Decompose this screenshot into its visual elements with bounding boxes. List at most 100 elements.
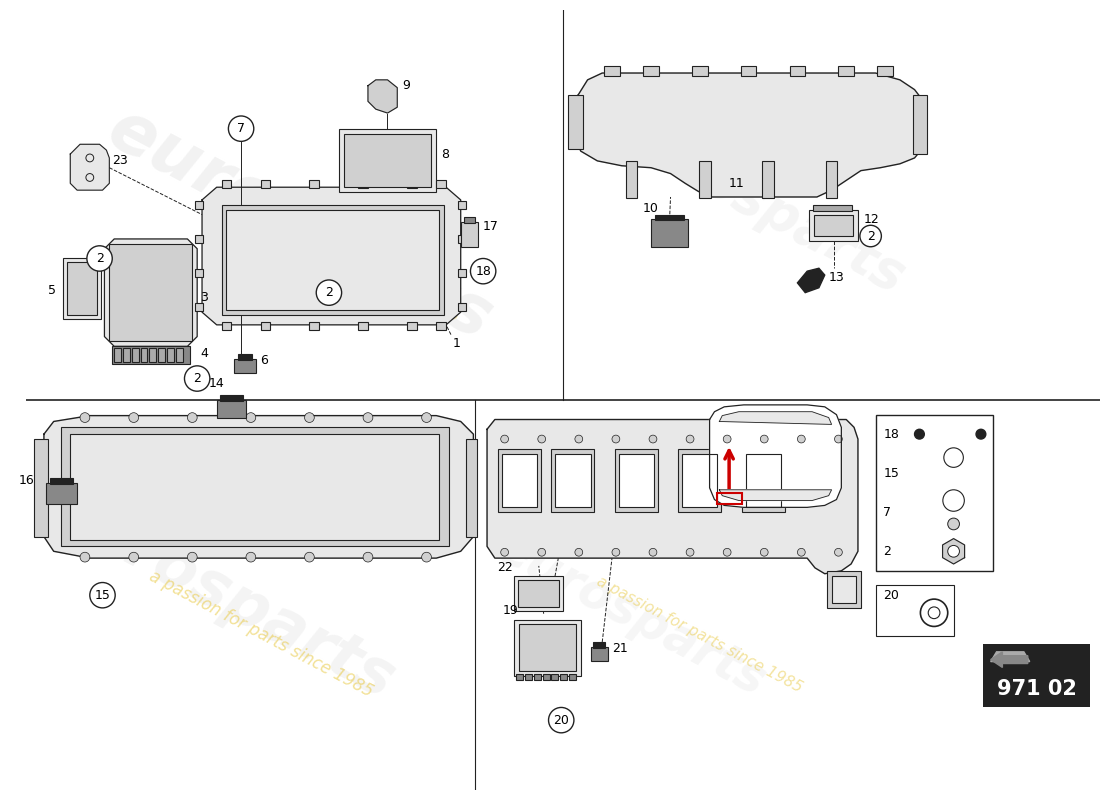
Bar bbox=[502, 454, 537, 507]
Polygon shape bbox=[710, 405, 842, 507]
Text: 2: 2 bbox=[883, 545, 891, 558]
Circle shape bbox=[686, 548, 694, 556]
Bar bbox=[560, 674, 568, 680]
Bar bbox=[832, 576, 856, 603]
Bar bbox=[339, 129, 437, 192]
Bar bbox=[682, 454, 717, 507]
Circle shape bbox=[363, 413, 373, 422]
Text: 3: 3 bbox=[200, 291, 208, 304]
Bar bbox=[221, 180, 231, 188]
Bar bbox=[220, 395, 243, 401]
Text: 18: 18 bbox=[883, 428, 899, 441]
Bar bbox=[407, 180, 417, 188]
Bar bbox=[525, 674, 532, 680]
Polygon shape bbox=[368, 80, 397, 113]
Circle shape bbox=[187, 552, 197, 562]
Bar bbox=[593, 642, 605, 648]
Bar bbox=[838, 66, 854, 76]
Text: 8: 8 bbox=[441, 147, 449, 161]
Text: 1: 1 bbox=[453, 337, 461, 350]
Bar bbox=[132, 348, 139, 362]
Bar bbox=[651, 219, 689, 246]
Text: 21: 21 bbox=[612, 642, 628, 655]
Text: 6: 6 bbox=[261, 354, 268, 367]
Bar bbox=[827, 571, 861, 608]
Text: a passion for parts since 1985: a passion for parts since 1985 bbox=[214, 182, 463, 326]
Bar bbox=[239, 354, 252, 360]
Bar bbox=[359, 180, 369, 188]
Text: eurosparts: eurosparts bbox=[96, 95, 503, 354]
Circle shape bbox=[87, 246, 112, 271]
Circle shape bbox=[976, 430, 986, 439]
Circle shape bbox=[649, 435, 657, 443]
Circle shape bbox=[612, 548, 619, 556]
Circle shape bbox=[860, 226, 881, 246]
Circle shape bbox=[686, 435, 694, 443]
Text: 14: 14 bbox=[209, 378, 224, 390]
Bar bbox=[983, 644, 1090, 707]
Bar bbox=[654, 214, 684, 221]
Text: 10: 10 bbox=[644, 202, 659, 214]
Circle shape bbox=[421, 413, 431, 422]
Bar bbox=[109, 244, 192, 342]
Text: 20: 20 bbox=[883, 589, 899, 602]
Bar bbox=[64, 258, 100, 319]
Polygon shape bbox=[991, 652, 1027, 667]
Circle shape bbox=[185, 366, 210, 391]
Text: 5: 5 bbox=[47, 284, 56, 297]
Text: eurosparts: eurosparts bbox=[39, 479, 405, 711]
Circle shape bbox=[948, 518, 959, 530]
Bar bbox=[227, 210, 439, 310]
Polygon shape bbox=[719, 412, 832, 425]
Circle shape bbox=[129, 552, 139, 562]
Polygon shape bbox=[575, 73, 924, 197]
Bar bbox=[762, 161, 774, 198]
Text: a passion for parts since 1985: a passion for parts since 1985 bbox=[145, 567, 375, 701]
Text: 2: 2 bbox=[96, 252, 103, 265]
Text: 23: 23 bbox=[112, 154, 128, 167]
Bar bbox=[195, 201, 204, 209]
Bar bbox=[740, 66, 757, 76]
Polygon shape bbox=[104, 239, 197, 346]
Bar bbox=[437, 180, 447, 188]
Bar bbox=[746, 454, 781, 507]
Bar bbox=[407, 322, 417, 330]
Circle shape bbox=[80, 552, 90, 562]
Text: 2: 2 bbox=[194, 372, 201, 385]
Bar bbox=[458, 201, 465, 209]
Text: 18: 18 bbox=[475, 265, 491, 278]
Bar bbox=[141, 348, 147, 362]
Text: 7: 7 bbox=[238, 122, 245, 135]
Bar bbox=[498, 449, 541, 512]
Bar bbox=[515, 620, 581, 676]
Text: 16: 16 bbox=[19, 474, 34, 486]
Bar bbox=[343, 134, 431, 187]
Text: 2: 2 bbox=[324, 286, 333, 299]
Bar bbox=[195, 235, 204, 243]
Bar bbox=[261, 322, 271, 330]
Bar bbox=[195, 303, 204, 311]
Bar bbox=[615, 449, 658, 512]
Bar bbox=[810, 210, 858, 241]
Bar bbox=[551, 449, 594, 512]
Bar bbox=[790, 66, 805, 76]
Bar bbox=[826, 161, 837, 198]
Bar bbox=[221, 322, 231, 330]
Circle shape bbox=[363, 552, 373, 562]
Circle shape bbox=[760, 548, 768, 556]
Polygon shape bbox=[943, 538, 965, 564]
Circle shape bbox=[500, 548, 508, 556]
Bar bbox=[626, 161, 637, 198]
Circle shape bbox=[90, 582, 116, 608]
Circle shape bbox=[316, 280, 342, 306]
Bar bbox=[591, 647, 608, 661]
Bar bbox=[46, 483, 77, 505]
Text: 9: 9 bbox=[403, 79, 410, 92]
Text: eurosparts: eurosparts bbox=[604, 106, 913, 303]
Bar bbox=[619, 454, 654, 507]
Bar bbox=[217, 400, 246, 418]
Bar bbox=[876, 414, 992, 571]
Bar bbox=[679, 449, 722, 512]
Bar bbox=[568, 95, 583, 149]
Bar bbox=[67, 262, 97, 315]
